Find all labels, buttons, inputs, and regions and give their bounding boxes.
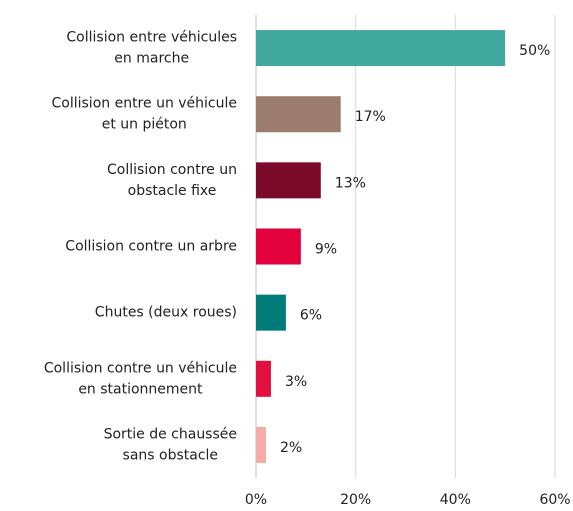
category-label: Sortie de chaussée sans obstacle	[104, 426, 237, 463]
bar	[256, 426, 266, 463]
bar	[256, 96, 341, 133]
value-label: 2%	[280, 440, 302, 456]
x-tick-label: 40%	[440, 492, 471, 508]
category-label: Collision contre un arbre	[65, 239, 237, 255]
value-label: 50%	[519, 43, 550, 59]
bar	[256, 228, 301, 265]
x-tick-label: 60%	[539, 492, 570, 508]
category-label: Collision contre un obstacle fixe	[107, 162, 237, 199]
category-label: Chutes (deux roues)	[95, 305, 237, 321]
bar	[256, 162, 321, 199]
value-label: 9%	[315, 242, 337, 258]
bar	[256, 294, 286, 331]
x-tick-label: 0%	[245, 492, 267, 508]
category-label: Collision entre véhicules en marche	[66, 30, 237, 67]
value-label: 13%	[335, 175, 366, 191]
value-label: 6%	[300, 308, 322, 324]
category-label: Collision entre un véhicule et un piéton	[52, 96, 238, 133]
bar	[256, 360, 271, 397]
value-label: 3%	[285, 374, 307, 390]
x-tick-label: 20%	[340, 492, 371, 508]
category-label: Collision contre un véhicule en stationne…	[44, 360, 237, 397]
bar	[256, 30, 506, 67]
value-label: 17%	[355, 109, 386, 125]
